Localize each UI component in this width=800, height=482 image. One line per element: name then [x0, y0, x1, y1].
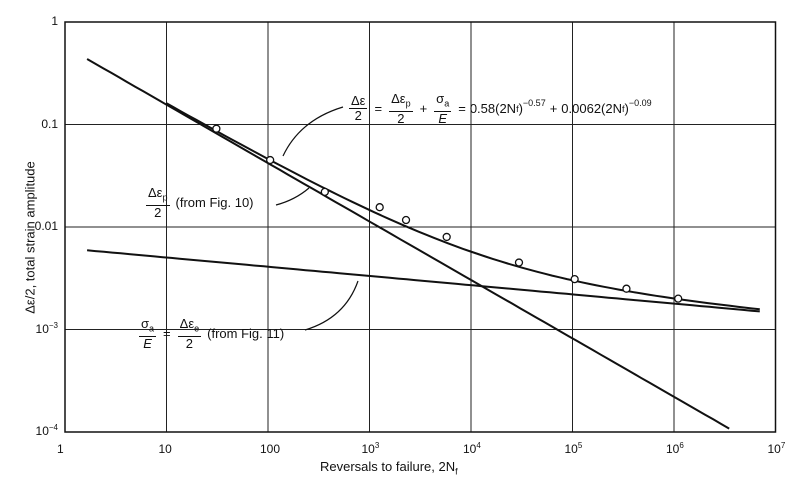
elastic-den: 2 — [185, 335, 193, 351]
plastic-num: Δε — [148, 185, 163, 200]
elastic-sub: e — [194, 323, 200, 334]
elastic-s-sub: a — [149, 323, 155, 334]
data-point — [570, 274, 579, 284]
eq-sign: = — [374, 101, 383, 117]
y-tick-label: 1 — [51, 14, 58, 28]
plastic-strain-label: Δεp 2 (from Fig. 10) — [143, 186, 254, 220]
data-point — [514, 258, 524, 267]
eq-term1-close: ) — [518, 101, 523, 117]
data-point — [674, 294, 683, 303]
eq-s-den: E — [438, 110, 448, 126]
eq-plus-2: + — [549, 101, 558, 117]
eq-term2-close: ) — [624, 101, 629, 117]
x-axis-label: Reversals to failure, 2Nf — [320, 459, 458, 477]
eq-p-sub: p — [405, 98, 411, 109]
x-tick-label: 106 — [666, 441, 684, 456]
plastic-den: 2 — [154, 204, 162, 220]
eq-sign-2: = — [458, 101, 466, 117]
eq-term2-exp: −0.09 — [628, 98, 652, 108]
eq-term1-exp: −0.57 — [522, 98, 546, 108]
eq-term2: 0.0062(2N — [561, 101, 623, 117]
x-tick-label: 103 — [361, 441, 380, 456]
total-leader-line — [282, 106, 344, 157]
data-point — [212, 124, 221, 133]
y-tick-label: 10−4 — [35, 423, 58, 438]
data-point — [622, 284, 631, 293]
data-point — [442, 232, 451, 242]
plastic-sub: p — [162, 192, 168, 203]
x-tick-label: 100 — [260, 442, 281, 456]
total-strain-equation: Δε 2 = Δεp 2 + σa E = 0.58(2N f) −0.57 + 0.00… — [346, 92, 652, 126]
y-tick-label: 10−3 — [35, 320, 58, 336]
eq-term2-sub: f — [622, 103, 625, 114]
eq-plus: + — [419, 101, 428, 117]
elastic-num: Δε — [179, 316, 195, 331]
plastic-leader-line — [275, 187, 310, 206]
x-tick-label: 107 — [767, 441, 786, 456]
x-tick-label: 104 — [463, 441, 481, 456]
plastic-strain-line — [86, 58, 730, 430]
data-point — [375, 203, 384, 212]
y-tick-label: 0.1 — [41, 116, 58, 131]
data-point — [320, 187, 329, 197]
eq-s-num: σ — [436, 91, 445, 106]
eq-s-sub: a — [444, 98, 450, 109]
data-point — [266, 155, 275, 165]
x-axis-label-text: Reversals to failure, 2N — [320, 459, 456, 474]
plot-frame — [64, 21, 777, 433]
x-axis-label-sub: f — [455, 466, 458, 477]
y-tick-label: 0.01 — [34, 219, 58, 233]
y-axis-label: Δε/2, total strain amplitude — [22, 161, 38, 314]
elastic-leader-line — [304, 280, 359, 331]
x-tick-label: 10 — [158, 442, 172, 456]
elastic-eq: = — [163, 326, 171, 342]
total-strain-curve — [166, 102, 760, 311]
elastic-strain-label: σa E = Δεe 2 (from Fig. 11) — [136, 317, 284, 351]
eq-lhs-num: Δε — [349, 93, 368, 110]
eq-p-num: Δε — [391, 91, 406, 106]
eq-term1: 0.58(2N — [469, 101, 517, 117]
x-tick-label: 105 — [564, 441, 583, 456]
eq-p-den: 2 — [397, 110, 405, 126]
x-tick-label: 1 — [57, 442, 64, 456]
eq-term1-sub: f — [516, 103, 519, 114]
elastic-strain-line — [87, 249, 760, 313]
data-point — [401, 215, 411, 225]
eq-lhs-den: 2 — [354, 108, 362, 124]
elastic-s-num: σ — [141, 316, 150, 331]
elastic-s-den: E — [143, 335, 152, 351]
plastic-source: (from Fig. 10) — [175, 195, 254, 211]
elastic-source: (from Fig. 11) — [207, 326, 285, 342]
